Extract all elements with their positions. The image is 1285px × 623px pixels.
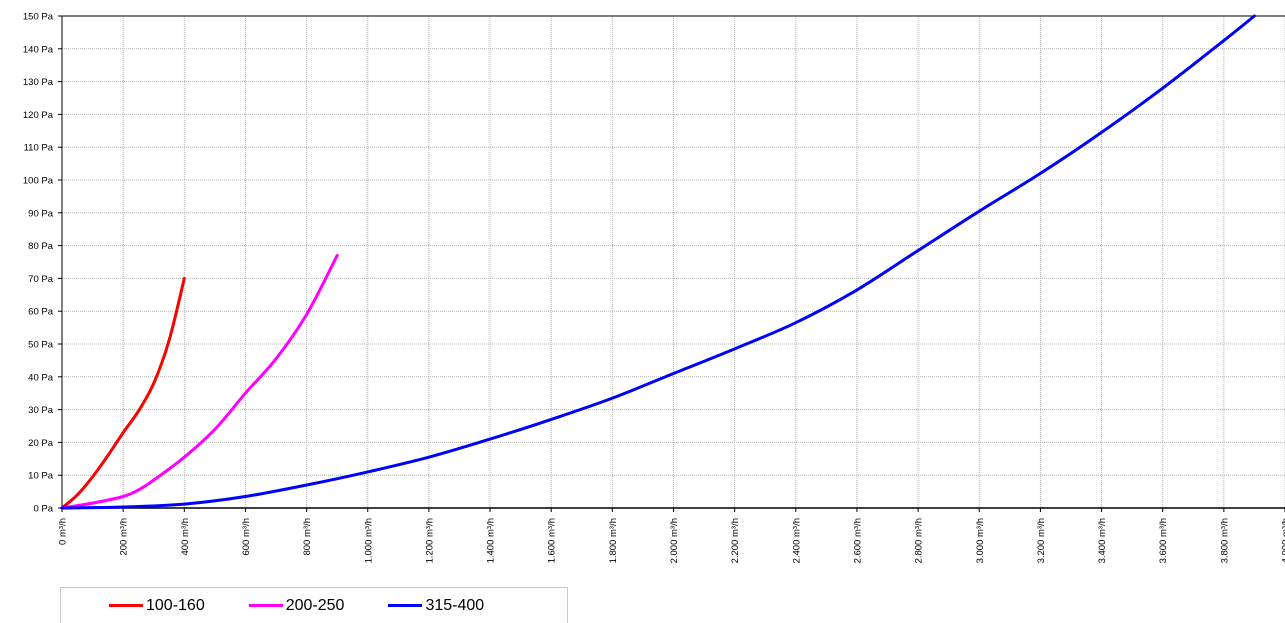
x-tick-label: 2.200 m³/h bbox=[730, 518, 741, 563]
y-tick-label: 120 Pa bbox=[23, 110, 54, 121]
y-tick-label: 50 Pa bbox=[28, 340, 54, 351]
y-tick-label: 40 Pa bbox=[28, 372, 54, 383]
x-tick-label: 600 m³/h bbox=[241, 518, 252, 556]
legend-label: 100-160 bbox=[146, 596, 205, 614]
x-tick-label: 1.400 m³/h bbox=[486, 518, 497, 563]
y-tick-label: 80 Pa bbox=[28, 241, 54, 252]
x-tick-label: 3.000 m³/h bbox=[975, 518, 986, 563]
chart-legend: 100-160 200-250 315-400 bbox=[60, 587, 568, 623]
y-tick-label: 60 Pa bbox=[28, 307, 54, 318]
x-tick-label: 1.000 m³/h bbox=[363, 518, 374, 563]
legend-label: 200-250 bbox=[285, 596, 345, 614]
x-tick-label: 1.800 m³/h bbox=[608, 518, 619, 563]
legend-label: 315-400 bbox=[425, 596, 485, 614]
legend-swatch-200-250 bbox=[248, 604, 283, 607]
x-tick-label: 3.200 m³/h bbox=[1036, 518, 1047, 563]
x-tick-label: 3.400 m³/h bbox=[1097, 518, 1108, 563]
y-tick-label: 130 Pa bbox=[23, 77, 54, 88]
y-tick-label: 30 Pa bbox=[28, 405, 54, 416]
y-tick-label: 150 Pa bbox=[23, 12, 54, 23]
series-line-200-250 bbox=[60, 253, 339, 510]
x-tick-label: 400 m³/h bbox=[180, 518, 191, 556]
axes bbox=[58, 15, 1285, 512]
x-tick-label: 2.000 m³/h bbox=[669, 518, 680, 563]
x-tick-label: 1.600 m³/h bbox=[547, 518, 558, 563]
y-tick-label: 0 Pa bbox=[33, 504, 53, 515]
y-tick-label: 90 Pa bbox=[28, 208, 54, 219]
x-tick-label: 2.600 m³/h bbox=[852, 518, 863, 563]
x-tick-label: 2.800 m³/h bbox=[914, 518, 925, 563]
y-tick-label: 10 Pa bbox=[28, 471, 54, 482]
pressure-flow-chart: 0 Pa 10 Pa 20 Pa 30 Pa 40 Pa 50 Pa 60 Pa 70 Pa 8… bbox=[23, 12, 1285, 563]
legend-swatch-315-400 bbox=[388, 604, 423, 607]
legend-swatch-100-160 bbox=[109, 604, 143, 607]
y-tick-label: 100 Pa bbox=[23, 176, 54, 187]
y-tick-label: 140 Pa bbox=[23, 44, 54, 55]
grid bbox=[62, 15, 1285, 508]
x-tick-label: 3.600 m³/h bbox=[1158, 518, 1169, 563]
legend-item-315-400: 315-400 bbox=[388, 597, 484, 615]
legend-item-200-250: 200-250 bbox=[248, 596, 345, 615]
x-tick-label: 1.200 m³/h bbox=[424, 518, 435, 563]
legend-item-100-160: 100-160 bbox=[109, 597, 205, 615]
x-tick-label: 2.400 m³/h bbox=[791, 518, 802, 563]
y-tick-label: 20 Pa bbox=[28, 438, 54, 449]
x-tick-label: 200 m³/h bbox=[119, 518, 130, 556]
x-tick-label: 800 m³/h bbox=[302, 518, 313, 556]
y-tick-label: 110 Pa bbox=[24, 143, 54, 154]
x-tick-label: 4.000 m³/h bbox=[1281, 518, 1285, 563]
y-tick-label: 70 Pa bbox=[28, 274, 54, 285]
x-tick-label: 0 m³/h bbox=[58, 518, 69, 545]
x-tick-label: 3.800 m³/h bbox=[1219, 518, 1230, 563]
y-tick-labels: 0 Pa 10 Pa 20 Pa 30 Pa 40 Pa 50 Pa 60 Pa 70 Pa 8… bbox=[23, 12, 54, 515]
series-line-100-160 bbox=[60, 276, 186, 510]
series-line-315-400 bbox=[60, 14, 1256, 510]
x-tick-labels: 0 m³/h 200 m³/h 400 m³/h 600 m³/h 800 m³/h 1.… bbox=[58, 518, 1285, 563]
series-lines bbox=[60, 14, 1256, 510]
